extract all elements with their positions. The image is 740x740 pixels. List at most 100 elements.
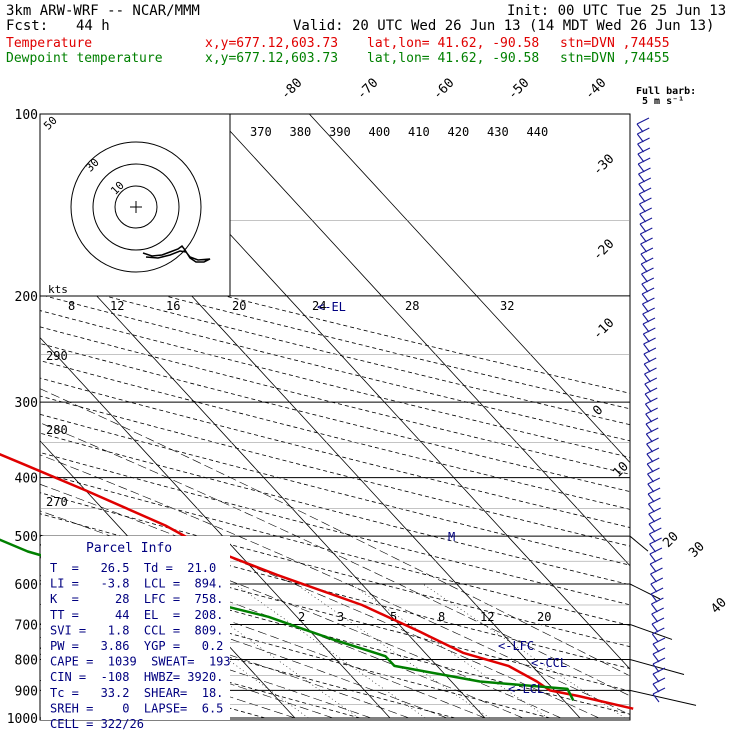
ccl-marker: <-CCL	[531, 656, 567, 670]
hodograph-trace	[142, 244, 211, 263]
wind-barb-flag	[641, 267, 654, 275]
wind-barb-shaft	[652, 663, 660, 673]
parcel-info-row: CIN = -108 HWBZ= 3920.	[50, 670, 223, 684]
wind-barb-shaft	[637, 143, 645, 153]
theta-label: 410	[408, 125, 430, 139]
hodograph-speed-label: 32	[500, 299, 514, 313]
moist-adiabat-34	[40, 388, 630, 677]
wind-barb-shaft	[651, 633, 659, 643]
wind-barb-shaft	[652, 683, 660, 693]
mixing-ratio-label: 12	[480, 610, 494, 624]
wind-barb-flag	[650, 567, 663, 575]
mixing-ratio-labels: 2 3 5 8 12 20	[298, 610, 551, 624]
wind-barb-shaft	[647, 473, 654, 483]
hodograph-ring-inner	[114, 185, 158, 229]
pressure-axis: 100 200 300 400 500 600 700 800 900 1000	[7, 108, 38, 727]
pressure-tick-label: 300	[15, 396, 38, 411]
wind-barb-flag	[652, 637, 666, 645]
wind-barb-flag	[640, 247, 654, 255]
hodograph-speed-label: 28	[405, 299, 419, 313]
parcel-info-rows: T = 26.5 Td = 21.0 LI = -3.8 LCL = 894. K …	[50, 561, 231, 731]
wind-barb-flag	[644, 377, 658, 385]
theta-side-label: 280	[46, 423, 68, 437]
mixing-ratio-8	[295, 583, 491, 719]
wind-barb-shaft	[643, 343, 651, 353]
wind-barb-flag	[652, 627, 665, 635]
mixing-ratio-label: 3	[337, 610, 344, 624]
isotherm-40	[214, 114, 630, 567]
wind-barb-shaft	[639, 213, 647, 223]
wind-barb-shaft	[647, 483, 655, 493]
wind-barb-shaft	[652, 673, 660, 683]
wind-barb-shaft	[649, 553, 657, 563]
parcel-info-row: T = 26.5 Td = 21.0	[50, 561, 216, 575]
wind-barb-flag	[643, 357, 657, 365]
wind-barb-shaft	[652, 653, 660, 663]
wind-barb-shaft	[640, 243, 648, 253]
wind-barb-shaft	[650, 603, 658, 613]
pressure-tick-label: 1000	[7, 712, 38, 727]
wind-barb-shaft	[647, 493, 655, 503]
isotherm-label: 0	[590, 403, 606, 419]
wind-barb-shaft	[651, 623, 659, 633]
wind-barb-shaft	[637, 163, 645, 173]
theta-label: 420	[448, 125, 470, 139]
dewpoint-stn: stn=DVN ,74455	[560, 51, 670, 66]
hodograph-speed-label: 8	[68, 299, 75, 313]
wind-barb-shaft	[646, 463, 654, 473]
wind-barb-shaft	[642, 323, 650, 333]
model-title: 3km ARW-WRF -- NCAR/MMM	[6, 3, 200, 19]
wind-barb-flag	[638, 177, 652, 185]
wind-barb-shaft	[642, 333, 650, 343]
wind-barb-shaft	[638, 203, 646, 213]
wind-barb-flag	[641, 287, 655, 295]
isotherm-label: -70	[354, 76, 381, 103]
wind-barb-shaft	[650, 593, 658, 603]
wind-barb-flag	[643, 327, 656, 335]
wind-barb-flag	[648, 517, 662, 525]
wind-barb-shaft	[645, 433, 653, 443]
wind-barb-flag	[645, 397, 658, 405]
isotherm-50	[309, 114, 630, 464]
wind-barb-shaft	[648, 513, 656, 523]
isotherm-label: -50	[505, 76, 532, 103]
theta-labels: 370 380 390 400 410 420 430 440	[250, 125, 548, 139]
hodograph-ring-outer	[70, 141, 202, 273]
dewpoint-trace	[0, 538, 575, 701]
wind-barb-flag	[649, 547, 663, 555]
wind-barb-flag	[646, 447, 660, 455]
wind-barb-flag	[639, 197, 652, 205]
isobar-extension-700	[629, 623, 673, 640]
valid-time: Valid: 20 UTC Wed 26 Jun 13 (14 MDT Wed …	[293, 18, 715, 34]
wind-barb-shaft	[641, 293, 649, 303]
theta-label: 370	[250, 125, 272, 139]
wind-barb-flag	[648, 497, 661, 505]
wind-barb-flag	[651, 607, 664, 615]
mixing-ratio-20	[422, 583, 626, 719]
wind-barb-flag	[637, 137, 650, 145]
isotherm-0	[40, 336, 391, 719]
wind-barb-flag	[644, 387, 658, 395]
wind-barb-flag	[639, 207, 652, 215]
wind-barb-shaft	[645, 423, 653, 433]
wind-barb-flag	[651, 597, 664, 605]
wind-barb-flag	[648, 507, 661, 515]
fcst-value: 44 h	[76, 18, 110, 34]
isotherm-label: -30	[590, 152, 617, 179]
wind-barb-shaft	[640, 263, 648, 273]
wind-barb-flag	[645, 417, 659, 425]
hodograph: 50 30 10	[39, 113, 231, 297]
wind-barb-flag	[645, 407, 658, 415]
wind-barb-shaft	[644, 373, 651, 383]
isotherm-10	[40, 233, 486, 719]
pressure-tick-label: 900	[15, 684, 38, 699]
pressure-tick-label: 100	[15, 108, 38, 123]
wind-barb-shaft	[649, 543, 657, 553]
wind-barb-shaft	[636, 133, 644, 143]
isotherm-label: 40	[708, 595, 730, 617]
wind-barbs	[636, 117, 666, 703]
temperature-xy: x,y=677.12,603.73	[205, 36, 339, 51]
dewpoint-legend: Dewpoint temperature	[6, 51, 163, 66]
parcel-info-row: TT = 44 EL = 208.	[50, 608, 223, 622]
